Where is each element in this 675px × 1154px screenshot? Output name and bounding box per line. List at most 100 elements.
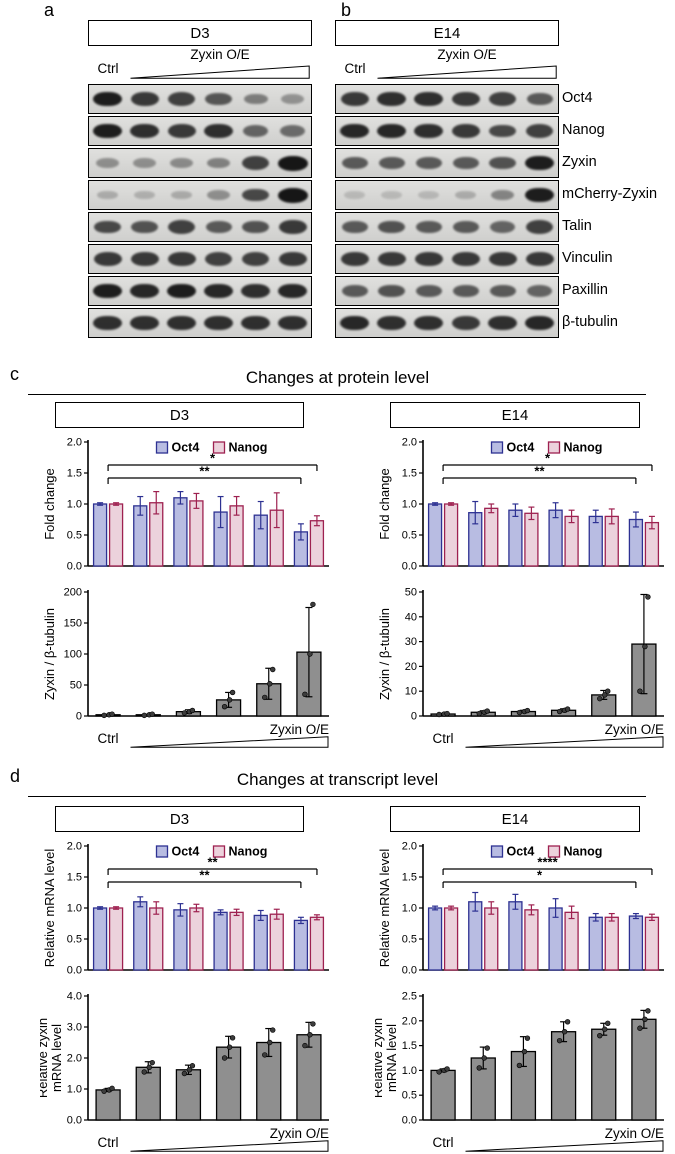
data-point [637, 1025, 643, 1031]
data-point [307, 1032, 313, 1038]
chart-protein-e14-zyxin-ratio: Zyxin / β-tubulin 0 10 20 30 40 50 [377, 587, 664, 723]
bar-oct4 [173, 497, 188, 567]
data-point [146, 1064, 152, 1071]
ctrl-label: Ctrl [97, 61, 119, 76]
data-point [189, 707, 196, 714]
blot-band [243, 93, 268, 105]
blot-band [130, 124, 159, 138]
chart-protein-d3-zyxin-ratio: Zyxin / β-tubulin 0 50 100 150 200 [42, 587, 329, 723]
data-point [642, 1016, 648, 1023]
y-tick-label: 1.0 [402, 903, 417, 915]
legend-label-oct4: Oct4 [507, 845, 535, 859]
data-point [484, 1045, 490, 1051]
zyxin-oe-label: Zyxin O/E [604, 1126, 664, 1141]
blot-band [525, 220, 554, 234]
blot-band [242, 125, 269, 137]
panel-a-label: a [44, 0, 55, 20]
data-point [444, 710, 450, 717]
xaxis-protein-e14: Ctrl Zyxin O/E [423, 722, 664, 750]
data-point [310, 601, 316, 608]
blot-band [204, 124, 233, 138]
data-point [229, 689, 236, 696]
bar-nanog [189, 907, 204, 971]
legend-swatch-oct4 [490, 845, 504, 858]
blot-strip-d3 [88, 148, 312, 178]
blot-band [418, 190, 439, 200]
data-point [637, 688, 643, 694]
y-tick-label: 0.5 [402, 934, 417, 946]
legend-swatch-oct4 [490, 441, 504, 454]
blot-strip-d3 [88, 308, 312, 338]
legend-label-oct4: Oct4 [507, 441, 535, 455]
blot-row: Nanog [0, 116, 675, 146]
section-divider [28, 394, 646, 395]
data-point [149, 1059, 155, 1066]
y-tick-label: 1.5 [402, 872, 417, 884]
blot-band [341, 220, 368, 234]
y-axis-label: mRNA level [384, 1024, 399, 1092]
blot-band [204, 252, 233, 266]
blot-band [414, 252, 443, 266]
data-point [481, 1055, 487, 1061]
blot-band [278, 283, 307, 299]
blot-band [488, 316, 517, 330]
legend-label-nanog: Nanog [564, 441, 603, 455]
y-axis-label: Zyxin / β-tubulin [42, 608, 57, 700]
blot-band [525, 252, 554, 266]
legend-swatch-oct4 [155, 845, 169, 858]
sig-label: ** [207, 855, 218, 870]
blot-band [204, 283, 233, 299]
data-point [476, 1065, 482, 1071]
blot-row: mCherry-Zyxin [0, 180, 675, 210]
y-tick-label: 2.0 [67, 841, 82, 853]
blot-band [170, 190, 193, 200]
blot-row-label: Zyxin [562, 154, 597, 170]
data-point [524, 707, 531, 714]
legend-label-oct4: Oct4 [172, 845, 200, 859]
y-axis-label: mRNA level [49, 1024, 64, 1092]
transcript-section-title: Changes at transcript level [236, 770, 439, 789]
blot-band [344, 190, 365, 200]
gradient-wedge-icon [130, 1140, 329, 1152]
data-point [141, 712, 147, 719]
data-point [597, 1032, 603, 1039]
sig-label: * [537, 868, 543, 883]
blot-band [452, 284, 479, 298]
y-tick-label: 0.5 [402, 530, 417, 542]
blot-band [340, 123, 369, 139]
blot-row: β-tubulin [0, 308, 675, 338]
blot-band [278, 220, 307, 234]
data-point [516, 1062, 523, 1069]
blot-band [96, 157, 119, 169]
legend-label-nanog: Nanog [564, 845, 603, 859]
blot-strip-d3 [88, 244, 312, 274]
blot-band [93, 316, 122, 330]
blot-row: Paxillin [0, 276, 675, 306]
blot-band [169, 157, 194, 169]
blot-row: Zyxin [0, 148, 675, 178]
blot-band [377, 252, 406, 266]
blot-band [130, 283, 159, 299]
data-point [444, 1066, 450, 1072]
ctrl-label: Ctrl [432, 1135, 454, 1150]
y-axis-label: Relative mRNA level [42, 849, 57, 968]
y-tick-label: 10 [405, 686, 417, 698]
xaxis-transcript-e14: Ctrl Zyxin O/E [423, 1126, 664, 1154]
bar-oct4 [253, 914, 268, 971]
panel-d-label: d [10, 766, 21, 786]
blot-band [93, 252, 122, 266]
data-point [101, 712, 107, 719]
y-tick-label: 0.0 [67, 965, 82, 977]
blot-band [378, 220, 405, 234]
bar-oct4 [427, 503, 443, 567]
data-point [302, 1042, 308, 1049]
blot-band [526, 285, 553, 297]
sig-label: **** [537, 855, 558, 870]
data-point [262, 694, 268, 701]
blot-band [133, 157, 156, 169]
y-tick-label: 0.0 [402, 1115, 417, 1127]
y-tick-label: 2.0 [402, 841, 417, 853]
protein-header-e14: E14 [390, 402, 640, 428]
blot-band [242, 220, 269, 234]
data-point [436, 711, 442, 718]
